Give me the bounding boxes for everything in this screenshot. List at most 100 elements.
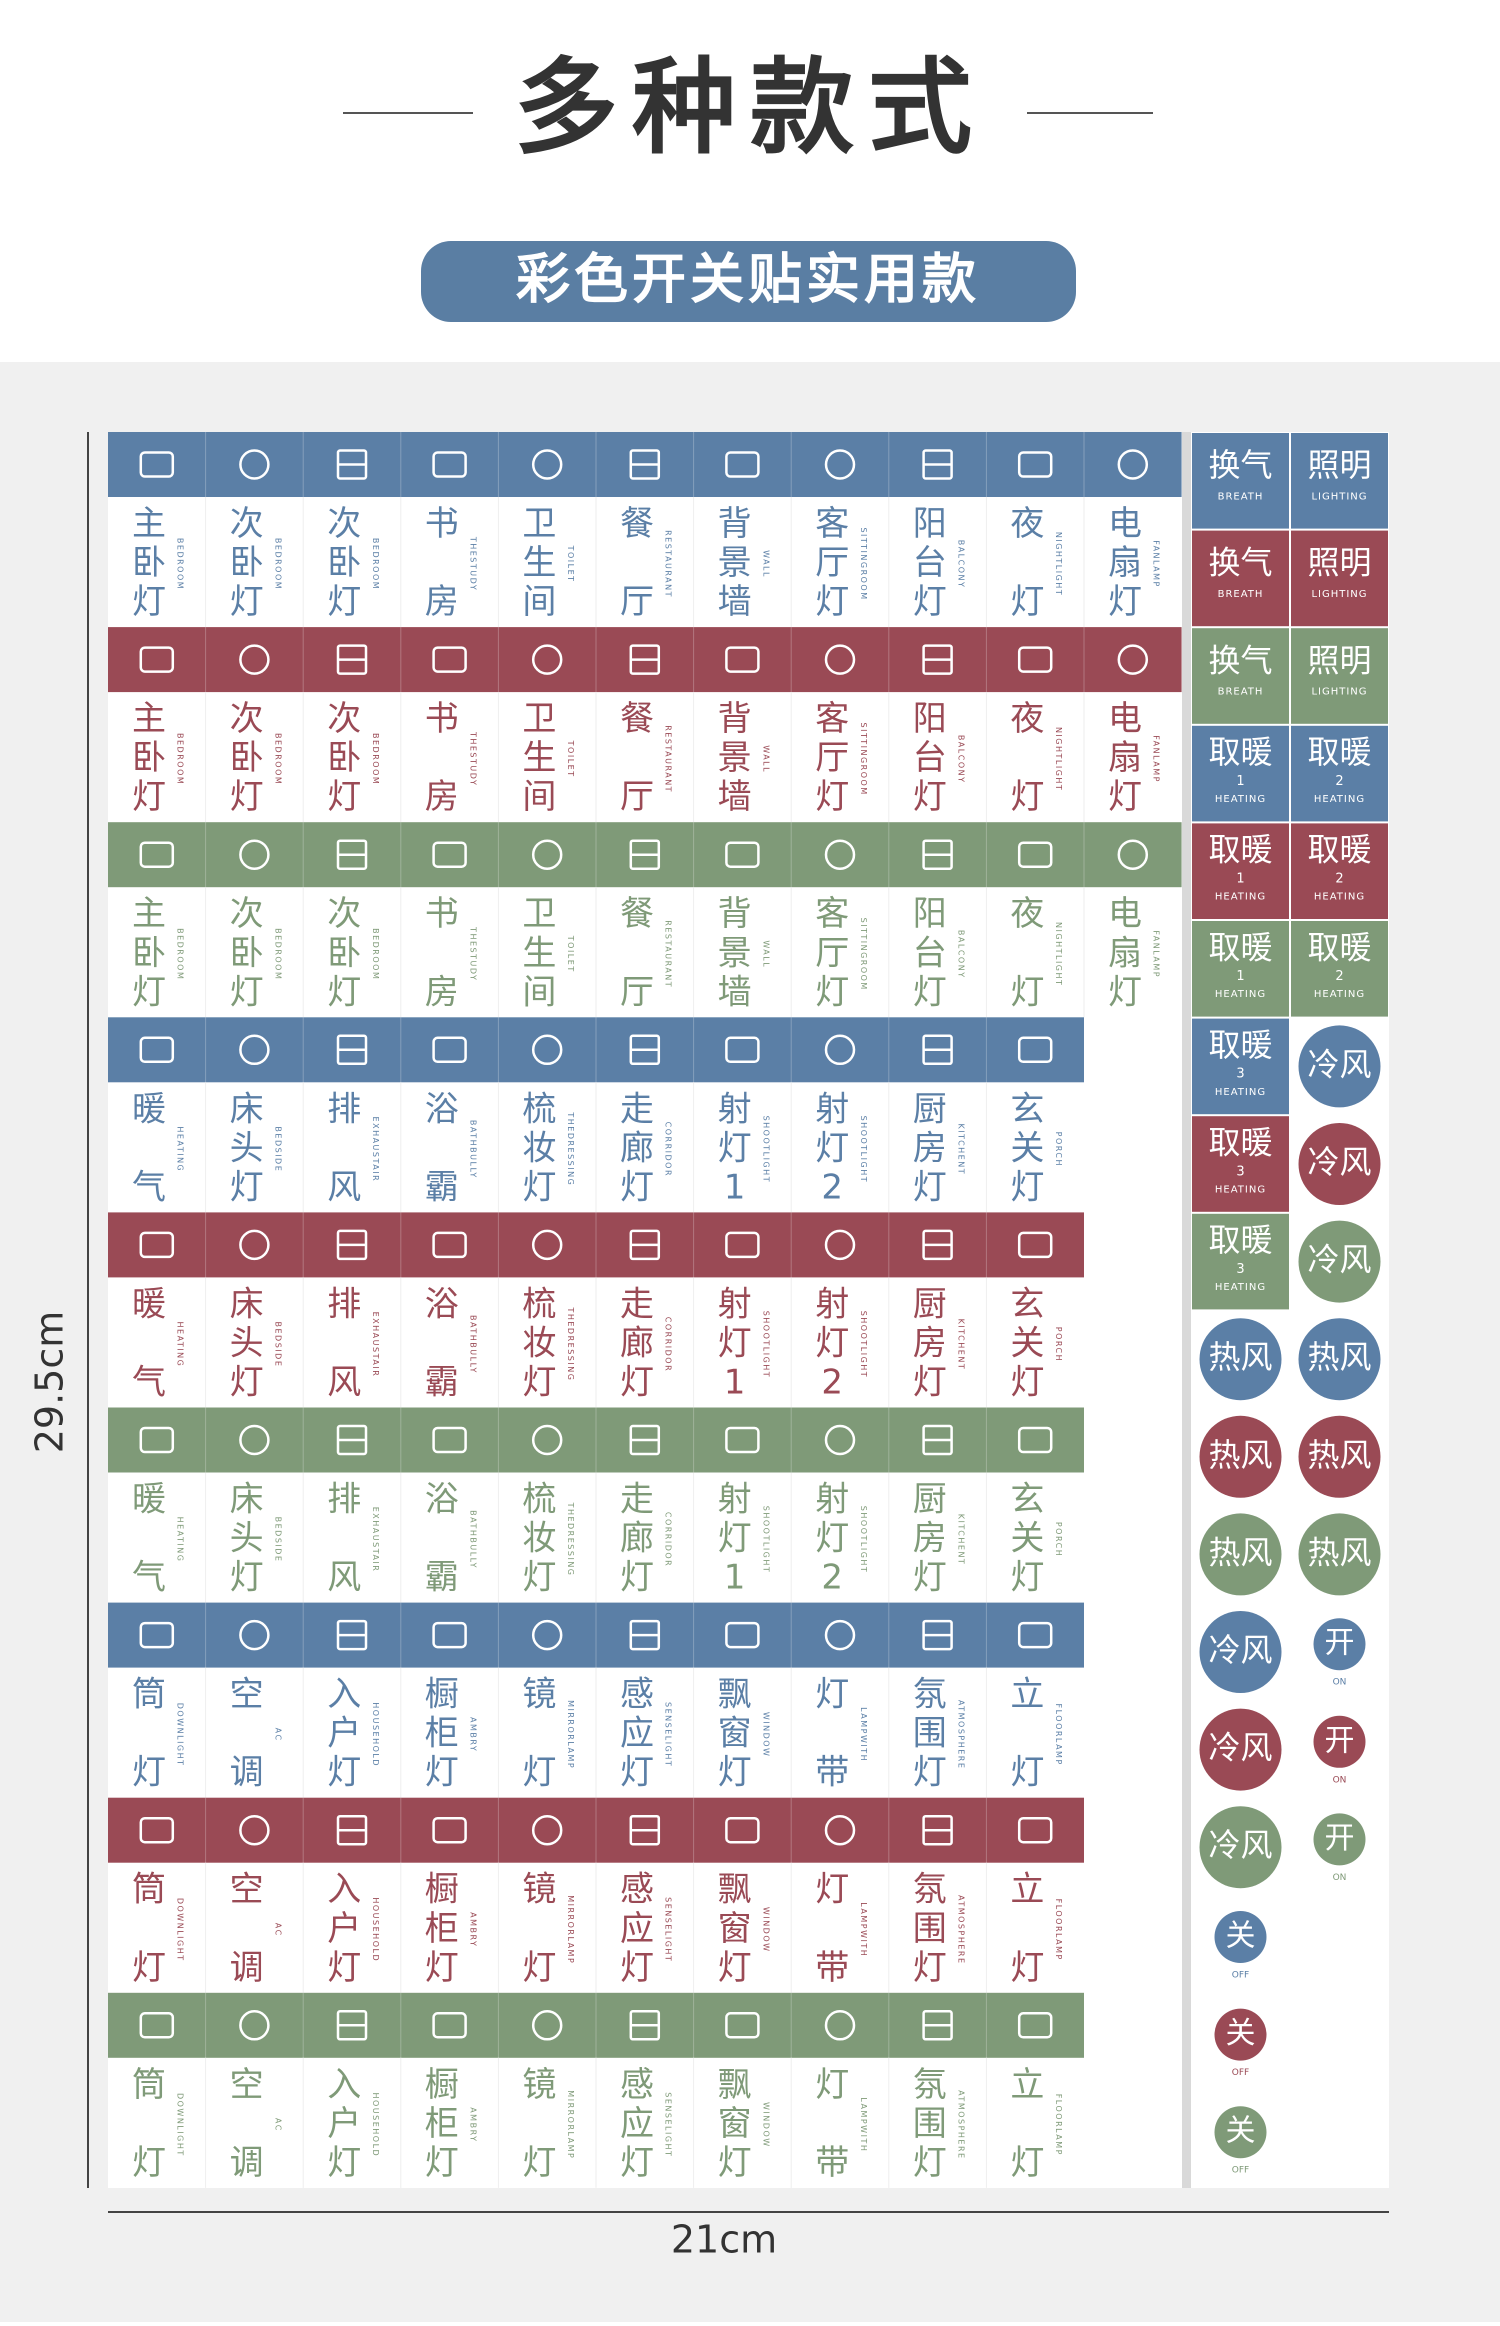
sticker-label: 氛围灯 (913, 2064, 947, 2182)
sheet-divider (1182, 432, 1191, 2188)
side-label: 热风 (1208, 1533, 1272, 1571)
sticker-en: KITCHENT (957, 1514, 966, 1566)
sticker-label: 筒灯 (132, 1674, 166, 1792)
side-sticker (1298, 1415, 1381, 1498)
sticker-label: 阳台灯 (913, 504, 947, 622)
side-sticker (1192, 921, 1289, 1017)
side-sticker (1291, 530, 1388, 627)
icon (432, 1036, 467, 1064)
icon (239, 644, 270, 675)
sticker-en: FANLAMP (1152, 930, 1161, 978)
icon (531, 1814, 563, 1846)
side-sticker (1291, 725, 1388, 822)
side-en: HEATING (1215, 1184, 1266, 1195)
side-label: 取暖 (1208, 1026, 1272, 1064)
side-label: 关 (1226, 1918, 1256, 1953)
sticker-label: 浴霸 (425, 1479, 459, 1597)
sticker-label: 入户灯 (327, 1674, 361, 1792)
side-label: 取暖 (1208, 928, 1272, 966)
sticker-en: SHOOTLIGHT (859, 1506, 868, 1574)
sticker-en: SITTINGROOM (859, 723, 868, 796)
side-en: ON (1333, 1678, 1347, 1688)
sticker-label: 筒灯 (132, 2064, 166, 2182)
icon (531, 1424, 563, 1456)
sticker-en: AMBRY (469, 1717, 478, 1752)
sticker-en: KITCHENT (957, 1124, 966, 1176)
side-sticker (1298, 1220, 1381, 1303)
side-sticker (1199, 1318, 1282, 1401)
sticker-label: 暖气 (132, 1089, 166, 1207)
icon (1117, 839, 1149, 870)
sticker-label: 餐厅 (620, 699, 654, 817)
sticker-label: 阳台灯 (913, 699, 947, 817)
title: 多种款式 (514, 46, 986, 168)
sticker-label: 射灯 2 (815, 1284, 849, 1402)
sticker-bar (108, 1602, 1084, 1668)
height-label: 29.5cm (28, 1311, 72, 1454)
icon (139, 841, 175, 868)
side-label: 换气 (1208, 446, 1272, 484)
side-sticker (1192, 823, 1289, 919)
sticker-label: 镜灯 (522, 1869, 556, 1987)
subtitle-pill (421, 241, 1076, 322)
sticker-en: PORCH (1054, 1132, 1063, 1167)
sticker-en: HOUSEHOLD (371, 2092, 380, 2157)
sticker-en: WINDOW (761, 1712, 770, 1758)
side-label: 取暖 (1208, 1123, 1272, 1161)
sticker-en: BATHBULLY (469, 1510, 478, 1569)
side-en: BREATH (1218, 589, 1264, 600)
side-sticker (1192, 725, 1289, 822)
side-sticker (1192, 1018, 1289, 1115)
sticker-en: NIGHTLIGHT (1054, 922, 1063, 986)
sticker-label: 餐厅 (620, 504, 654, 622)
sticker-label: 射灯 2 (815, 1089, 849, 1207)
sticker-en: LAMPWITH (859, 1902, 868, 1957)
sticker-en: FLOORLAMP (1054, 2094, 1063, 2156)
sticker-en: PORCH (1054, 1327, 1063, 1362)
sticker-bar (108, 1992, 1084, 2058)
sticker-en: SHOOTLIGHT (761, 1116, 770, 1184)
side-sticker (1298, 1513, 1381, 1596)
sticker-en: EXHAUSTAIR (371, 1312, 380, 1378)
side-en: LIGHTING (1311, 589, 1367, 600)
sticker-en: MIRRORLAMP (566, 1700, 575, 1769)
sticker-label: 橱柜灯 (425, 1674, 459, 1792)
sticker-en: BEDSIDE (273, 1126, 282, 1172)
sticker-en: TOILET (566, 740, 575, 778)
side-label: 取暖 (1307, 733, 1371, 771)
icon (239, 839, 270, 870)
icon (239, 1034, 270, 1066)
sticker-label: 客厅灯 (815, 699, 849, 817)
sticker-label: 灯带 (815, 1869, 849, 1987)
icon (432, 841, 467, 868)
icon (725, 451, 760, 478)
icon (824, 1619, 856, 1651)
side-sticker (1199, 1611, 1282, 1693)
sticker-en: SHOOTLIGHT (761, 1506, 770, 1574)
sticker-label: 梳妆灯 (522, 1089, 556, 1207)
sticker-en: THESTUDY (469, 536, 478, 591)
icon (139, 1426, 175, 1454)
side-label: 取暖 (1307, 831, 1371, 869)
sticker-label: 夜灯 (1010, 699, 1044, 817)
sticker-label: 床头灯 (230, 1089, 264, 1207)
sticker-en: CORRIDOR (664, 1122, 673, 1177)
icon (432, 1621, 467, 1649)
icon (725, 1036, 760, 1064)
sticker-en: SHOOTLIGHT (859, 1116, 868, 1184)
sticker-en: NIGHTLIGHT (1054, 532, 1063, 596)
side-label: 照明 (1307, 641, 1371, 679)
sticker-label: 餐厅 (620, 894, 654, 1012)
side-en: LIGHTING (1311, 491, 1367, 502)
sticker-en: NIGHTLIGHT (1054, 727, 1063, 791)
sticker-en: ATMOSPHERE (957, 1700, 966, 1770)
side-label: 开 (1325, 1723, 1355, 1758)
icon (824, 449, 856, 480)
side-sticker (1291, 921, 1388, 1017)
sticker-label: 镜灯 (522, 1674, 556, 1792)
sticker-en: DOWNLIGHT (176, 2093, 185, 2157)
sticker-en: SENSELIGHT (664, 1702, 673, 1767)
sticker-en: THESTUDY (469, 926, 478, 981)
icon (725, 841, 760, 868)
icon (531, 1619, 563, 1651)
